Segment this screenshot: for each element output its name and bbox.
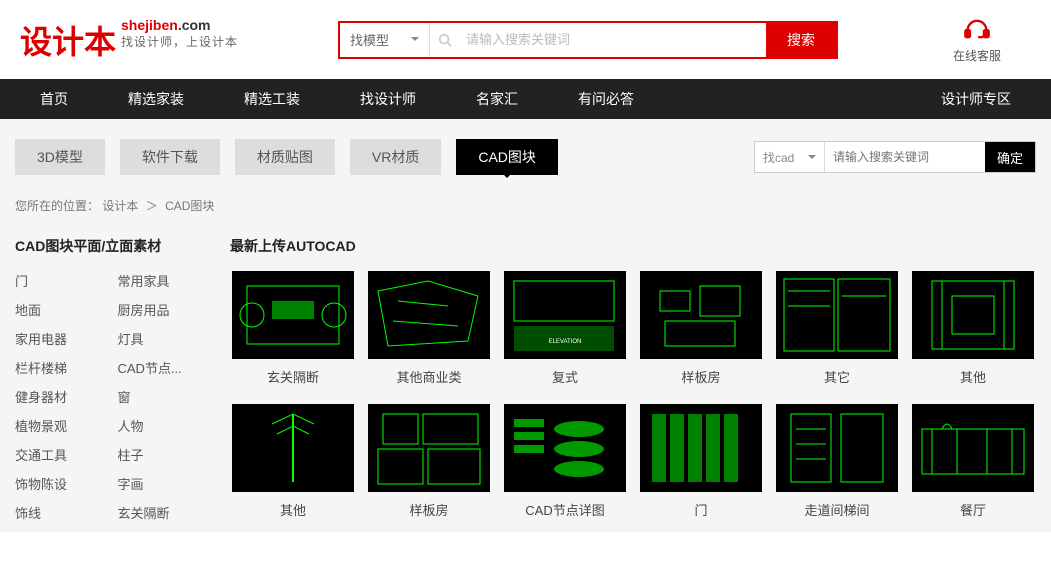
category-item[interactable]: 饰线 [15, 503, 108, 522]
category-item[interactable]: 栏杆楼梯 [15, 358, 108, 377]
category-item[interactable]: 窗 [118, 387, 211, 406]
sidebar: CAD图块平面/立面素材 门常用家具地面厨房用品家用电器灯具栏杆楼梯 CAD节点.… [15, 236, 210, 522]
cad-title: 门 [694, 500, 707, 519]
cad-thumbnail [232, 404, 354, 492]
cad-card[interactable]: 其他商业类 [366, 271, 492, 386]
cad-title: 餐厅 [960, 500, 986, 519]
tab[interactable]: 3D模型 [15, 139, 105, 175]
search-type-select[interactable]: 找模型 [340, 23, 430, 57]
chevron-down-icon [808, 155, 816, 163]
chevron-down-icon [411, 37, 419, 45]
cad-card[interactable]: 样板房 [638, 271, 764, 386]
search-button[interactable]: 搜索 [766, 23, 836, 57]
category-item[interactable]: 常用家具 [118, 271, 211, 290]
breadcrumb-current[interactable]: CAD图块 [165, 199, 214, 213]
nav-item[interactable]: 精选工装 [214, 79, 330, 119]
svg-text:ELEVATION: ELEVATION [549, 339, 582, 345]
header: 设计本 shejiben.com 找设计师，上设计本 找模型 搜索 在线客服 [0, 0, 1051, 79]
category-item[interactable]: 人物 [118, 416, 211, 435]
cad-card[interactable]: 玄关隔断 [230, 271, 356, 386]
category-item[interactable]: 厨房用品 [118, 300, 211, 319]
logo-en: shejiben.com [121, 17, 238, 33]
category-item[interactable]: 家用电器 [15, 329, 108, 348]
category-item[interactable]: 字画 [118, 474, 211, 493]
nav-item[interactable]: 有问必答 [548, 79, 664, 119]
breadcrumb-home[interactable]: 设计本 [102, 199, 138, 213]
cad-thumbnail [776, 404, 898, 492]
content-title: 最新上传AUTOCAD [230, 236, 1036, 256]
cad-card[interactable]: 其它 [774, 271, 900, 386]
sub-search: 找cad 确定 [754, 141, 1036, 173]
nav-item[interactable]: 找设计师 [330, 79, 446, 119]
tab[interactable]: CAD图块 [456, 139, 558, 175]
content: 最新上传AUTOCAD 玄关隔断其他商业类ELEVATION复式样板房其它其他其… [230, 236, 1036, 522]
nav-item[interactable]: 名家汇 [446, 79, 548, 119]
cad-title: CAD节点详图 [525, 500, 604, 519]
cad-title: 其他 [960, 367, 986, 386]
category-item[interactable]: 柱子 [118, 445, 211, 464]
headset-icon [963, 15, 991, 43]
category-item[interactable]: CAD节点... [118, 358, 211, 377]
service-label: 在线客服 [953, 47, 1001, 64]
category-item[interactable]: 门 [15, 271, 108, 290]
logo[interactable]: 设计本 shejiben.com 找设计师，上设计本 [20, 17, 238, 63]
main: CAD图块平面/立面素材 门常用家具地面厨房用品家用电器灯具栏杆楼梯CAD节点.… [0, 226, 1051, 532]
cad-title: 复式 [552, 367, 578, 386]
cad-title: 其他 [280, 500, 306, 519]
cad-thumbnail [776, 271, 898, 359]
cad-thumbnail [640, 271, 762, 359]
category-item[interactable]: 健身器材 [15, 387, 108, 406]
cad-card[interactable]: 餐厅 [910, 404, 1036, 519]
cad-thumbnail [912, 404, 1034, 492]
nav-designer-zone[interactable]: 设计师专区 [911, 79, 1041, 119]
sidebar-title: CAD图块平面/立面素材 [15, 236, 210, 256]
cad-card[interactable]: 其他 [230, 404, 356, 519]
cad-thumbnail: ELEVATION [504, 271, 626, 359]
cad-title: 走道间梯间 [804, 500, 869, 519]
tab[interactable]: VR材质 [350, 139, 441, 175]
cad-title: 样板房 [681, 367, 720, 386]
customer-service[interactable]: 在线客服 [953, 15, 1001, 64]
cad-card[interactable]: 走道间梯间 [774, 404, 900, 519]
cad-card[interactable]: ELEVATION 复式 [502, 271, 628, 386]
search-bar: 找模型 搜索 [338, 21, 838, 59]
search-input[interactable] [456, 23, 766, 57]
cad-title: 其它 [824, 367, 850, 386]
tab[interactable]: 软件下载 [120, 139, 220, 175]
category-item[interactable]: 交通工具 [15, 445, 108, 464]
cad-thumbnail [640, 404, 762, 492]
logo-cn: 设计本 [20, 17, 116, 63]
category-item[interactable]: 玄关隔断 [118, 503, 211, 522]
category-item[interactable]: 植物景观 [15, 416, 108, 435]
cad-thumbnail [232, 271, 354, 359]
cad-title: 其他商业类 [396, 367, 461, 386]
nav-item[interactable]: 精选家装 [98, 79, 214, 119]
breadcrumb: 您所在的位置： 设计本 ＞ CAD图块 [0, 185, 1051, 226]
cad-title: 玄关隔断 [267, 367, 319, 386]
cad-card[interactable]: CAD节点详图 [502, 404, 628, 519]
sub-search-type[interactable]: 找cad [755, 142, 825, 172]
cad-title: 样板房 [409, 500, 448, 519]
nav-item[interactable]: 首页 [10, 79, 98, 119]
cad-thumbnail [368, 404, 490, 492]
sub-nav: 3D模型软件下载材质贴图 VR材质 CAD图块 找cad 确定 [0, 119, 1051, 185]
category-item[interactable]: 灯具 [118, 329, 211, 348]
cad-thumbnail [912, 271, 1034, 359]
tab[interactable]: 材质贴图 [235, 139, 335, 175]
cad-thumbnail [368, 271, 490, 359]
search-icon [430, 23, 452, 57]
cad-card[interactable]: 其他 [910, 271, 1036, 386]
sub-search-button[interactable]: 确定 [985, 142, 1035, 172]
cad-card[interactable]: 门 [638, 404, 764, 519]
sub-search-input[interactable] [825, 142, 985, 172]
main-nav: 首页精选家装精选工装找设计师名家汇有问必答 设计师专区 [0, 79, 1051, 119]
category-item[interactable]: 地面 [15, 300, 108, 319]
logo-slogan: 找设计师，上设计本 [121, 33, 238, 50]
category-item[interactable]: 饰物陈设 [15, 474, 108, 493]
cad-card[interactable]: 样板房 [366, 404, 492, 519]
cad-thumbnail [504, 404, 626, 492]
